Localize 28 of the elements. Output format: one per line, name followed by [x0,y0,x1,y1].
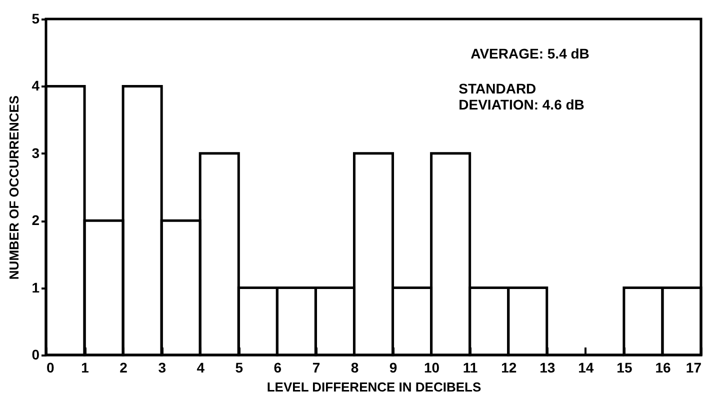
y-tick-label: 3 [32,144,40,161]
x-tick-label: 15 [616,360,632,376]
x-tick-label: 17 [686,360,702,376]
x-tick-label: 10 [424,360,440,376]
x-tick-label: 12 [501,360,517,376]
x-tick-label: 8 [350,360,359,376]
x-tick-label: 9 [389,360,398,376]
y-tick-label: 2 [32,212,40,228]
x-tick-label: 13 [540,360,556,376]
y-tick-label: 5 [32,10,40,26]
x-tick-label: 11 [462,360,478,376]
x-tick-label: 0 [46,360,54,376]
x-tick-label: 7 [312,360,320,376]
y-tick-label: 1 [32,279,40,296]
y-axis-title: NUMBER OF OCCURRENCES [6,95,22,280]
x-tick-label: 6 [274,360,282,376]
y-tick-label: 0 [32,346,40,362]
annotation: AVERAGE: 5.4 dB [470,46,590,62]
x-tick-label: 4 [196,360,205,376]
x-tick-label: 5 [235,360,244,376]
annotation: STANDARD DEVIATION: 4.6 dB [458,80,584,113]
x-axis-title: LEVEL DIFFERENCE IN DECIBELS [266,380,482,394]
y-tick-label: 4 [32,78,40,94]
x-tick-label: 3 [158,360,166,376]
x-tick-label: 16 [655,360,671,376]
x-tick-label: 14 [578,360,594,376]
x-tick-label: 2 [120,360,128,376]
x-tick-label: 1 [81,360,90,376]
